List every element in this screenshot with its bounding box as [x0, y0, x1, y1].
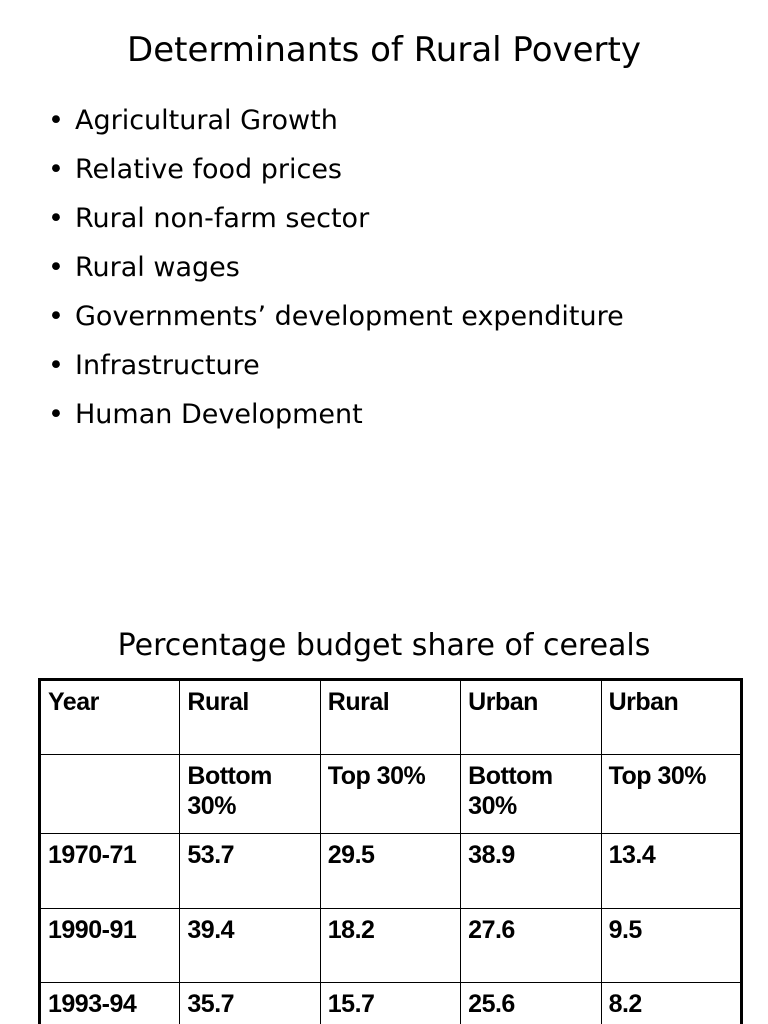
table-cell: 38.9	[460, 833, 602, 909]
table-cell: 1993-94	[38, 982, 181, 1024]
table-row: 1990-91 39.4 18.2 27.6 9.5	[38, 908, 743, 983]
table-cell: 18.2	[319, 908, 462, 983]
bullet-item: Rural wages	[48, 249, 624, 298]
table-row: 1970-71 53.7 29.5 38.9 13.4	[38, 833, 743, 909]
table-cell: 8.2	[600, 982, 743, 1024]
table-cell: 9.5	[600, 908, 743, 983]
table-row: 1993-94 35.7 15.7 25.6 8.2	[38, 982, 743, 1024]
data-table: Year Rural Rural Urban Urban Bottom 30% Top 30…	[38, 678, 743, 1024]
table-cell: Rural	[179, 679, 321, 755]
bullet-item: Rural non-farm sector	[48, 200, 624, 249]
bullet-item: Agricultural Growth	[48, 102, 624, 151]
header-row: Bottom 30% Top 30% Bottom 30% Top 30%	[38, 754, 743, 834]
table-cell: 1970-71	[38, 833, 181, 909]
header-row: Year Rural Rural Urban Urban	[38, 679, 743, 755]
table-wrapper: Year Rural Rural Urban Urban Bottom 30% Top 30…	[38, 678, 743, 1024]
table-cell: 1990-91	[38, 908, 181, 983]
table-cell: 25.6	[460, 982, 602, 1024]
table-cell: 35.7	[179, 982, 321, 1024]
bullet-item: Relative food prices	[48, 151, 624, 200]
bullet-item: Infrastructure	[48, 347, 624, 396]
table-cell: Bottom 30%	[179, 754, 321, 834]
table-cell: 53.7	[179, 833, 321, 909]
table-title: Percentage budget share of cereals	[117, 628, 651, 663]
table-cell: Urban	[600, 679, 743, 755]
table-cell: Urban	[460, 679, 602, 755]
table-cell: 13.4	[600, 833, 743, 909]
bullet-list: Agricultural GrowthRelative food pricesR…	[48, 102, 624, 445]
slide-title: Determinants of Rural Poverty	[127, 30, 641, 70]
table-cell: Top 30%	[600, 754, 743, 834]
bullet-item: Governments’ development expenditure	[48, 298, 624, 347]
table-cell: Top 30%	[319, 754, 462, 834]
table-cell: 39.4	[179, 908, 321, 983]
table-cell: 29.5	[319, 833, 462, 909]
table-cell	[38, 754, 181, 834]
table-cell: Rural	[319, 679, 462, 755]
table-cell: Bottom 30%	[460, 754, 602, 834]
table-cell: 15.7	[319, 982, 462, 1024]
table-cell: Year	[38, 679, 181, 755]
bullet-item: Human Development	[48, 396, 624, 445]
table-cell: 27.6	[460, 908, 602, 983]
